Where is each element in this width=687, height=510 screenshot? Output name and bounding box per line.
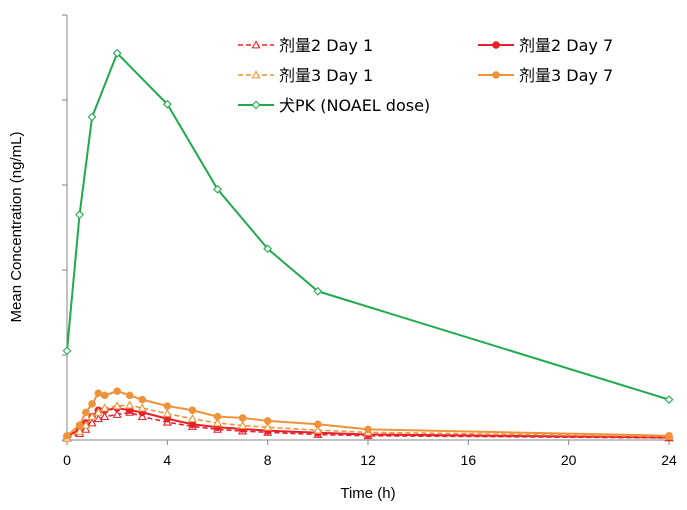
data-point-s3-4 (94, 389, 103, 398)
legend-entry-0: 剂量2 Day 1 (238, 36, 373, 55)
legend-entry-1: 剂量2 Day 7 (478, 36, 613, 55)
x-tick-label: 4 (163, 452, 171, 468)
data-point-s3-16 (665, 431, 673, 440)
data-point-s2-4 (93, 407, 103, 416)
data-point-s4-0 (62, 346, 72, 356)
data-point-s2-2 (81, 420, 91, 429)
data-point-s3-9 (163, 402, 172, 410)
data-point-s0-2 (81, 424, 91, 433)
data-point-s2-3 (87, 411, 97, 421)
data-point-s3-1 (75, 421, 84, 429)
data-point-s3-10 (188, 406, 197, 415)
data-point-s0-3 (87, 418, 97, 427)
series-3-3-day-7 (63, 387, 673, 440)
series-2-3-day-1 (62, 400, 674, 442)
data-point-s4-8 (664, 395, 674, 405)
data-point-s3-3 (88, 400, 96, 408)
data-point-s4-5 (213, 184, 222, 194)
data-point-s4-4 (162, 99, 172, 109)
data-point-s2-1 (75, 426, 85, 435)
legend-entry-4: 犬PK (NOAEL dose) (238, 96, 430, 115)
data-point-s3-6 (113, 387, 121, 395)
legend-label: 剂量2 Day 1 (279, 36, 373, 55)
legend-swatch-marker (251, 40, 261, 49)
data-point-s2-5 (100, 403, 110, 412)
data-point-s2-8 (137, 403, 147, 412)
legend-label: 剂量3 Day 1 (279, 66, 373, 85)
legend-swatch-marker (492, 41, 500, 49)
data-point-s2-12 (238, 420, 248, 429)
data-point-s2-14 (313, 425, 323, 434)
data-point-s4-7 (313, 286, 323, 296)
series-4-pk-noael-dose (62, 48, 674, 405)
data-point-s3-14 (314, 420, 322, 429)
legend-entry-2: 剂量3 Day 1 (238, 66, 373, 85)
y-axis-title: Mean Concentration (ng/mL) (8, 132, 25, 323)
legend-swatch-marker (492, 71, 500, 79)
data-point-s2-9 (162, 408, 172, 418)
data-point-s0-6 (112, 409, 122, 418)
data-point-s0-8 (137, 411, 147, 421)
data-point-s2-7 (125, 400, 135, 409)
x-tick-label: 20 (561, 452, 577, 468)
data-point-s4-2 (87, 112, 97, 122)
data-point-s3-2 (82, 408, 90, 417)
axes: 0 4 8 12 16 20 24 (62, 14, 677, 468)
legend-label: 剂量3 Day 7 (519, 66, 613, 85)
data-point-s2-11 (212, 418, 223, 427)
data-point-s4-1 (75, 210, 84, 220)
x-tick-label: 12 (360, 452, 376, 468)
legend: 剂量2 Day 1 剂量2 Day 7 剂量3 Day 1 剂量3 Day 7 犬PK … (238, 36, 613, 115)
x-tick-label: 24 (661, 452, 677, 468)
data-point-s3-7 (125, 391, 134, 400)
x-axis-title: Time (h) (340, 485, 395, 502)
data-point-s3-13 (263, 417, 272, 425)
data-point-s2-13 (263, 422, 273, 431)
x-tick-label: 16 (461, 452, 477, 468)
x-tick-label: 0 (63, 452, 71, 468)
legend-entry-3: 剂量3 Day 7 (478, 66, 613, 85)
data-point-s3-0 (63, 431, 71, 440)
legend-swatch-marker (251, 100, 261, 110)
data-point-s0-5 (100, 411, 110, 421)
data-point-s3-5 (100, 391, 109, 400)
legend-swatch-marker (251, 70, 261, 79)
data-point-s3-11 (213, 412, 222, 421)
data-point-s2-10 (187, 414, 197, 423)
data-point-s3-8 (138, 395, 147, 404)
series-layer (62, 48, 674, 442)
data-point-s3-15 (364, 425, 372, 434)
data-point-s2-6 (112, 401, 122, 410)
data-point-s4-6 (263, 244, 273, 254)
data-point-s4-3 (112, 48, 122, 58)
legend-label: 犬PK (NOAEL dose) (279, 96, 430, 115)
legend-label: 剂量2 Day 7 (519, 36, 613, 55)
x-tick-label: 8 (264, 452, 272, 468)
data-point-s3-12 (238, 414, 247, 422)
